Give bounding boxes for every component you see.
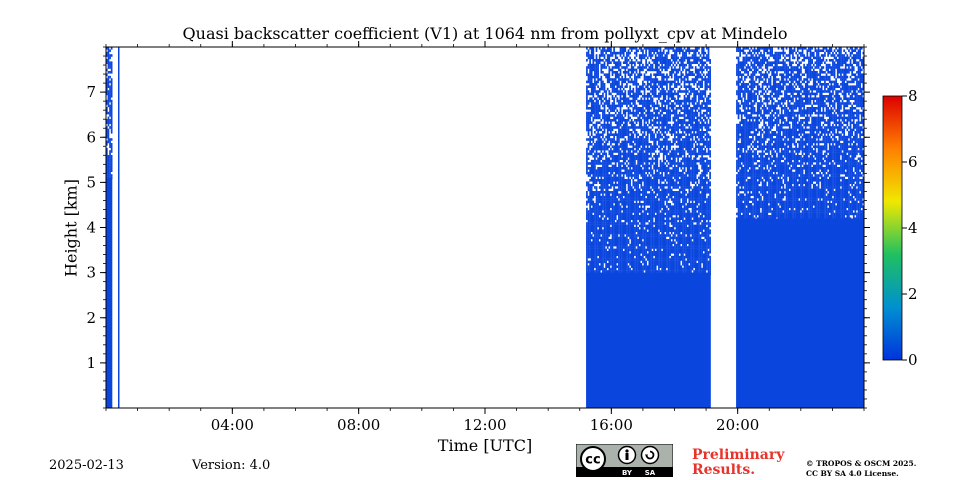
date-label: 2025-02-13: [49, 458, 124, 473]
preliminary-notice: Preliminary Results.: [692, 448, 784, 478]
copyright-line-2: CC BY SA 4.0 License.: [806, 469, 899, 478]
y-tick-label: 1: [86, 354, 96, 372]
chart-title: Quasi backscatter coefficient (V1) at 10…: [182, 24, 788, 43]
y-axis-label: Height [km]: [61, 179, 81, 277]
colorbar-tick-label: 2: [908, 285, 918, 303]
y-tick-label: 3: [86, 264, 96, 282]
y-tick-label: 6: [86, 128, 96, 146]
x-tick-label: 20:00: [716, 416, 759, 434]
sa-label: SA: [645, 469, 656, 477]
colorbar-tick-label: 0: [908, 351, 918, 369]
backscatter-heatmap: [106, 47, 864, 408]
y-tick-label: 7: [86, 83, 96, 101]
x-axis-label: Time [UTC]: [437, 436, 533, 455]
y-tick-label: 5: [86, 173, 96, 191]
colorbar-tick-label: 8: [908, 87, 918, 105]
axis-ticks: 04:00 08:00 12:00 16:00 20:00 1 2 3 4 5 6 7: [86, 41, 870, 434]
version-label: Version: 4.0: [192, 458, 271, 473]
noisy-signal-region-2: [586, 47, 711, 276]
cc-by-sa-license-icon: cc BY SA: [576, 444, 673, 477]
x-tick-label: 12:00: [463, 416, 506, 434]
observation-period-0: [106, 177, 113, 408]
y-tick-label: 4: [86, 219, 96, 237]
copyright-notice: © TROPOS & OSCM 2025. CC BY SA 4.0 Licen…: [806, 459, 916, 479]
noisy-signal-region-3: [736, 47, 864, 220]
observation-period-1: [118, 47, 120, 408]
cc-letters: cc: [585, 453, 600, 468]
by-label: BY: [622, 469, 633, 477]
x-tick-label: 08:00: [337, 416, 380, 434]
colorbar-tick-label: 4: [908, 219, 918, 237]
observation-period-3: [736, 218, 864, 408]
share-alike-icon: [640, 445, 660, 465]
y-tick-label: 2: [86, 309, 96, 327]
colorbar-tick-label: 6: [908, 153, 918, 171]
noisy-signal-region-0: [106, 47, 113, 180]
preliminary-line-2: Results.: [692, 462, 756, 478]
x-tick-label: 16:00: [590, 416, 633, 434]
x-tick-label: 04:00: [211, 416, 254, 434]
copyright-line-1: © TROPOS & OSCM 2025.: [806, 459, 917, 468]
preliminary-line-1: Preliminary: [692, 447, 785, 463]
colorbar: 0 2 4 6 8: [882, 87, 918, 369]
colorbar-gradient: [882, 95, 903, 361]
observation-period-2: [586, 272, 711, 408]
